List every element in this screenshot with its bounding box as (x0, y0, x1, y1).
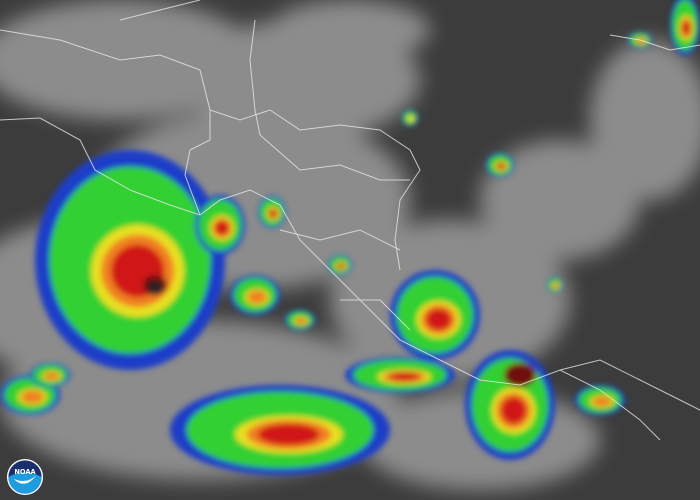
convection-core (682, 20, 691, 36)
convection-core (295, 317, 307, 325)
coastline-colombia (559, 359, 700, 411)
convection-core (247, 290, 267, 304)
convection-core (505, 402, 522, 419)
convection-core (592, 396, 612, 407)
convection-core (497, 163, 506, 170)
noaa-logo-text: NOAA (14, 468, 36, 476)
convection-core (215, 220, 229, 236)
convection-core (258, 423, 320, 446)
coastline-gulf (0, 29, 421, 271)
convection-core (20, 390, 44, 404)
border-guatemala (184, 110, 211, 216)
coastline-mexico (0, 117, 441, 361)
convection-core (552, 283, 559, 289)
convection-core (389, 372, 420, 382)
coastline-caribbean-islands (609, 34, 700, 51)
convection-core (270, 211, 276, 217)
convection-core (43, 372, 60, 381)
convection-core (337, 263, 345, 269)
convection-core (426, 308, 452, 331)
cloud-area (270, 0, 430, 60)
convection-layer (0, 0, 700, 475)
convection-core-peak (504, 363, 536, 387)
border-yucatan (119, 0, 201, 21)
border-costa-rica (340, 299, 411, 331)
border-belize (249, 19, 261, 136)
cloud-area (590, 40, 700, 200)
cloud-area (480, 140, 640, 260)
border-nicaragua (279, 229, 401, 251)
country-borders (0, 0, 700, 441)
border-honduras (259, 134, 410, 181)
storm-eye (147, 281, 163, 295)
noaa-logo: NOAA (6, 458, 44, 496)
convection-core (406, 115, 415, 123)
